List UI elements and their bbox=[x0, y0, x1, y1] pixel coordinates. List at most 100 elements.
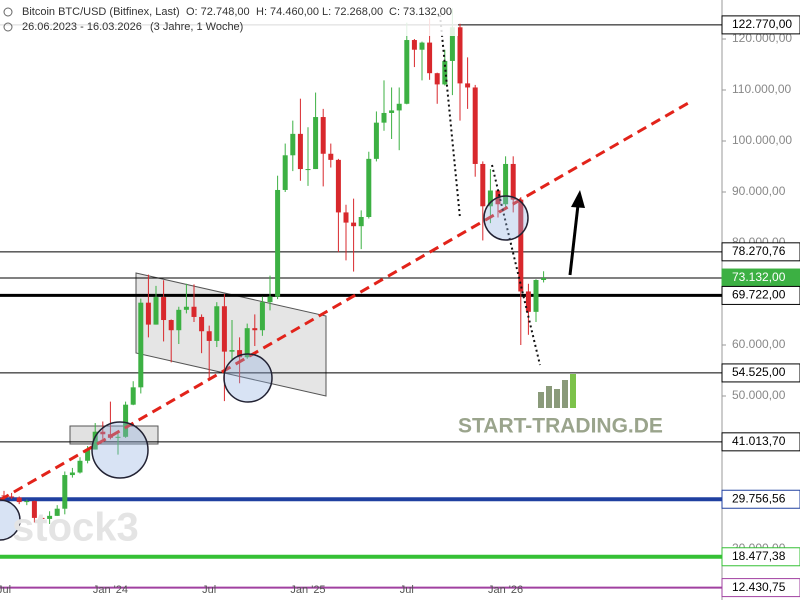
arrow bbox=[568, 204, 580, 276]
candle-body bbox=[138, 302, 144, 388]
candle-body bbox=[221, 306, 227, 352]
candle-body bbox=[328, 153, 334, 160]
candle-body bbox=[31, 501, 37, 518]
level-label-box bbox=[721, 363, 800, 383]
level-label: 29.756,56 bbox=[732, 491, 786, 505]
candle-body bbox=[237, 350, 243, 358]
level-label: 122.770,00 bbox=[732, 17, 792, 31]
watermark: START-TRADING.DE bbox=[458, 415, 663, 438]
header: Bitcoin BTC/USD (Bitfinex, Last) O: 72.7… bbox=[0, 0, 458, 36]
candle-body bbox=[305, 169, 311, 171]
candle-body bbox=[487, 190, 493, 207]
candle-body bbox=[472, 87, 478, 164]
candle-body bbox=[191, 306, 197, 317]
y-tick-label: 60.000,00 bbox=[732, 337, 786, 351]
candle-body bbox=[313, 117, 319, 170]
level-label-box bbox=[721, 15, 800, 35]
candle-body bbox=[267, 296, 273, 303]
candle-body bbox=[176, 309, 182, 331]
y-tick-label: 90.000,00 bbox=[732, 184, 786, 198]
level-label-box bbox=[721, 242, 800, 262]
candle-body bbox=[343, 212, 349, 223]
candle-body bbox=[320, 117, 326, 154]
candle-body bbox=[123, 404, 129, 437]
ohlc-label: L: 72.268,00 bbox=[322, 6, 383, 18]
candle-body bbox=[47, 515, 53, 519]
level-label: 41.013,70 bbox=[732, 434, 786, 448]
candle-body bbox=[442, 60, 448, 85]
candle-body bbox=[183, 306, 189, 310]
candle-body bbox=[214, 306, 220, 341]
candle-body bbox=[366, 158, 372, 217]
x-tick-label: Jul bbox=[400, 584, 414, 596]
level-label: 69.722,00 bbox=[732, 288, 786, 302]
candle-body bbox=[510, 163, 516, 200]
candle-body bbox=[297, 133, 303, 170]
x-tick-label: Jul bbox=[202, 584, 216, 596]
candle-body bbox=[107, 434, 113, 438]
level-label: 12.430,75 bbox=[732, 580, 786, 594]
candle-body bbox=[199, 316, 205, 332]
level-label-box bbox=[721, 547, 800, 567]
candle-body bbox=[449, 27, 455, 61]
highlight-circle bbox=[91, 421, 149, 479]
candle-body bbox=[434, 73, 440, 85]
chart-title: Bitcoin BTC/USD (Bitfinex, Last) bbox=[22, 6, 180, 18]
candle-body bbox=[457, 27, 463, 84]
level-label: 78.270,76 bbox=[732, 244, 786, 258]
candle-body bbox=[533, 279, 539, 312]
y-tick-label: 120.000,00 bbox=[732, 31, 792, 45]
candle-body bbox=[465, 83, 471, 88]
ohlc-label: O: 72.748,00 bbox=[186, 6, 250, 18]
candle-body bbox=[39, 517, 45, 519]
highlight-circle bbox=[0, 499, 21, 541]
candle-body bbox=[85, 449, 91, 461]
y-tick-label: 110.000,00 bbox=[732, 82, 791, 96]
candle-body bbox=[351, 222, 357, 227]
candle-body bbox=[153, 297, 159, 325]
candle-body bbox=[100, 431, 106, 435]
chart-subtitle: 26.06.2023 - 16.03.2026 bbox=[22, 21, 142, 33]
x-tick-label: Jan '24 bbox=[93, 584, 128, 596]
candle-body bbox=[335, 159, 341, 213]
level-label-box bbox=[721, 489, 800, 509]
candle-body bbox=[396, 103, 402, 111]
candle-body bbox=[282, 155, 288, 190]
candle-body bbox=[525, 291, 531, 312]
chart-period: (3 Jahre, 1 Woche) bbox=[150, 21, 243, 33]
y-tick-label: 50.000,00 bbox=[732, 388, 786, 402]
candle-body bbox=[503, 163, 509, 205]
candle-body bbox=[373, 122, 379, 159]
candle-body bbox=[419, 42, 425, 50]
candle-body bbox=[480, 163, 486, 207]
candle-body bbox=[62, 475, 68, 509]
candle-body bbox=[404, 40, 410, 104]
candle-body bbox=[24, 501, 30, 503]
candle-body bbox=[259, 302, 265, 331]
candle-body bbox=[229, 350, 235, 352]
candle-body bbox=[244, 328, 250, 358]
candle-body bbox=[290, 133, 296, 156]
level-label-box bbox=[721, 285, 800, 305]
candle-body bbox=[161, 297, 167, 321]
y-tick-label: 100.000,00 bbox=[732, 133, 792, 147]
candle-body bbox=[9, 496, 15, 498]
candle-body bbox=[427, 42, 433, 74]
candle-body bbox=[92, 431, 98, 450]
ohlc-label: H: 74.460,00 bbox=[256, 6, 319, 18]
candle-body bbox=[77, 460, 83, 473]
x-tick-label: Jan '25 bbox=[290, 584, 325, 596]
candle-body bbox=[130, 387, 136, 405]
candle-body bbox=[168, 320, 174, 331]
candle-body bbox=[69, 472, 75, 476]
candle-body bbox=[145, 302, 151, 325]
dotted-line bbox=[439, 14, 461, 219]
candle-body bbox=[252, 328, 258, 331]
dotted-line bbox=[491, 164, 541, 366]
x-tick-label: Jan '26 bbox=[488, 584, 523, 596]
candle-body bbox=[411, 40, 417, 50]
level-label: 73.132,00 bbox=[732, 270, 786, 284]
candle-body bbox=[275, 189, 281, 297]
candle-body bbox=[206, 331, 212, 341]
